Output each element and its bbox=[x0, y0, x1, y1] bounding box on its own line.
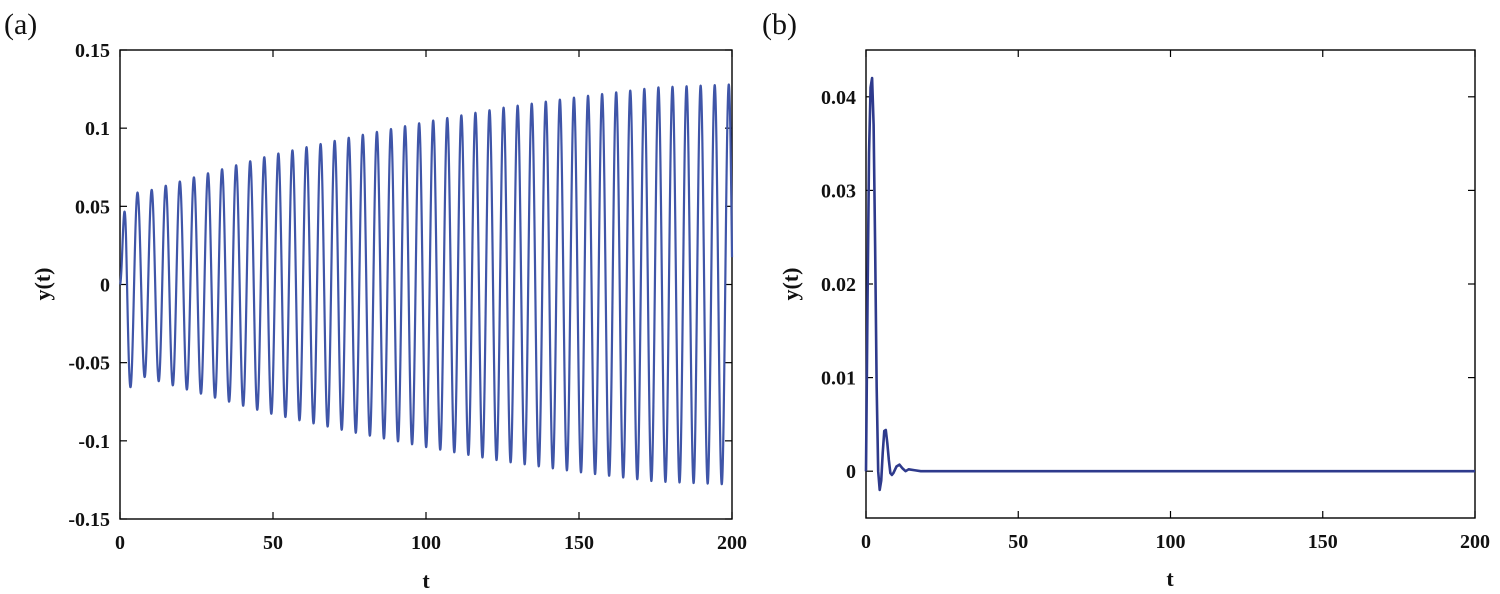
chart-panel-a: (a) 0 50 100 150 200 -0.15 -0.1 -0.05 0 0.05 0.1 0.… bbox=[4, 8, 747, 593]
x-tick-label-a-2: 100 bbox=[411, 532, 441, 554]
y-axis-label-b: y(t) bbox=[778, 268, 803, 301]
series-line-b bbox=[864, 76, 1475, 492]
x-tick-label-b-0: 0 bbox=[861, 531, 871, 553]
axis-ticks-a: 0 50 100 150 200 -0.15 -0.1 -0.05 0 0.05 0.1 0.15 bbox=[68, 40, 747, 554]
y-tick-label-a-2: -0.05 bbox=[68, 353, 110, 375]
x-tick-label-b-3: 150 bbox=[1308, 531, 1338, 553]
y-tick-label-b-2: 0.02 bbox=[821, 274, 856, 296]
x-tick-label-a-1: 50 bbox=[263, 532, 283, 554]
y-tick-label-b-0: 0 bbox=[846, 461, 856, 483]
panel-label-b: (b) bbox=[762, 8, 797, 41]
y-tick-label-a-4: 0.05 bbox=[75, 196, 110, 218]
chart-panel-b: (b) 0 50 100 150 200 0 0.01 0.02 0.03 0.04 t y(t) bbox=[762, 8, 1490, 591]
x-axis-label-a: t bbox=[422, 568, 430, 593]
y-tick-label-b-4: 0.04 bbox=[821, 87, 856, 109]
x-tick-label-a-3: 150 bbox=[564, 532, 594, 554]
x-tick-label-a-0: 0 bbox=[115, 532, 125, 554]
y-tick-label-a-6: 0.15 bbox=[75, 40, 110, 62]
y-tick-label-a-1: -0.1 bbox=[78, 431, 110, 453]
y-tick-label-a-5: 0.1 bbox=[85, 118, 110, 140]
plot-frame-b bbox=[865, 49, 1476, 519]
series-line-a bbox=[119, 83, 734, 486]
panel-label-a: (a) bbox=[4, 8, 37, 41]
y-tick-label-a-3: 0 bbox=[100, 275, 110, 297]
x-tick-label-b-1: 50 bbox=[1008, 531, 1028, 553]
x-axis-label-b: t bbox=[1166, 566, 1174, 591]
y-tick-label-a-0: -0.15 bbox=[68, 509, 110, 531]
y-tick-label-b-3: 0.03 bbox=[821, 180, 856, 202]
y-tick-label-b-1: 0.01 bbox=[821, 368, 856, 390]
axis-ticks-b: 0 50 100 150 200 0 0.01 0.02 0.03 0.04 bbox=[821, 50, 1490, 553]
x-tick-label-b-2: 100 bbox=[1156, 531, 1186, 553]
y-axis-label-a: y(t) bbox=[30, 268, 55, 301]
x-tick-label-b-4: 200 bbox=[1460, 531, 1490, 553]
x-tick-label-a-4: 200 bbox=[717, 532, 747, 554]
